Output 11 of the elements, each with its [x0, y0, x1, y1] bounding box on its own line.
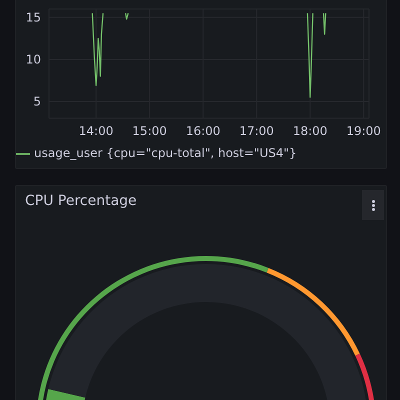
x-tick-label: 15:00	[132, 124, 167, 138]
x-tick-label: 19:00	[346, 124, 381, 138]
legend-label: usage_user {cpu="cpu-total", host="US4"}	[34, 146, 297, 160]
chart-title: CPU Percentage	[25, 193, 137, 209]
y-tick-label: 5	[33, 94, 41, 109]
y-tick-label: 10	[26, 52, 41, 67]
y-tick-label: 15	[26, 10, 41, 25]
x-tick-label: 14:00	[78, 124, 114, 138]
x-tick-label: 17:00	[239, 124, 274, 138]
x-tick-label: 18:00	[292, 124, 328, 138]
x-tick-label: 16:00	[186, 124, 220, 138]
